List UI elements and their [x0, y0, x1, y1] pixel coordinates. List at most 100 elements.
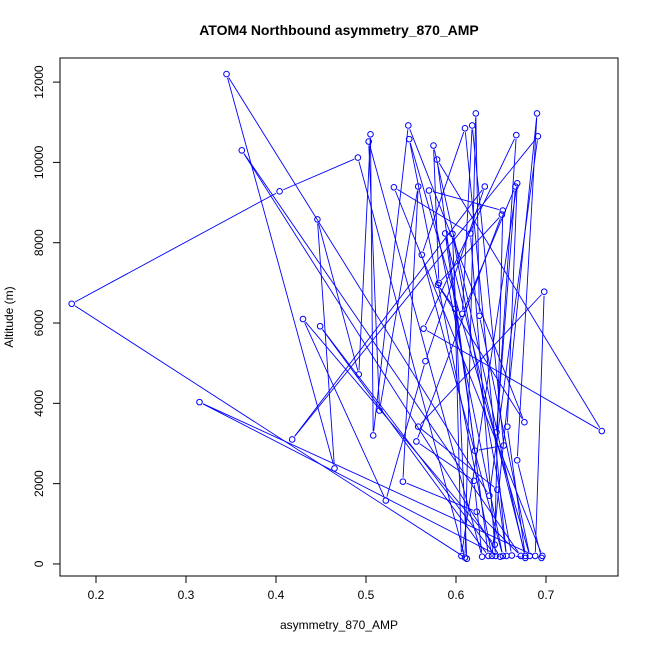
- data-point: [449, 230, 456, 238]
- series-segment: [243, 153, 499, 554]
- data-point: [354, 154, 362, 161]
- series-segment: [462, 129, 473, 310]
- data-point: [418, 251, 426, 259]
- series-segment: [438, 162, 601, 428]
- data-point: [513, 179, 521, 187]
- series-segment: [433, 149, 440, 279]
- series-segment: [386, 364, 425, 497]
- data-point: [422, 357, 429, 365]
- y-tick-label: 12000: [32, 65, 46, 99]
- data-point: [331, 465, 338, 472]
- data-point: [498, 211, 506, 218]
- data-point: [288, 436, 296, 443]
- data-point: [414, 423, 422, 430]
- series-segment: [409, 129, 524, 419]
- series-segment: [475, 117, 480, 312]
- data-point: [355, 371, 363, 378]
- data-point: [598, 427, 606, 435]
- data-point: [433, 156, 441, 163]
- data-point: [451, 305, 459, 313]
- series-segment: [202, 403, 532, 555]
- data-point: [413, 438, 420, 445]
- plot-area: 0.2 0.3 0.4 0.5 0.6 0.7 0 2000 4000 6000 8000 10000…: [32, 57, 619, 602]
- data-point: [517, 552, 525, 560]
- data-point: [491, 541, 499, 548]
- series-segment: [472, 129, 504, 442]
- series-segment: [422, 258, 503, 553]
- x-axis-label: asymmetry_870_AMP: [280, 618, 398, 632]
- series-segment: [228, 77, 488, 493]
- data-point: [531, 552, 539, 560]
- series-segment: [369, 145, 482, 553]
- series-segment: [283, 158, 355, 191]
- series-segment: [516, 117, 538, 457]
- series-segment: [470, 237, 496, 552]
- x-tick-label: 0.2: [88, 588, 105, 602]
- x-tick-label: 0.3: [178, 588, 195, 602]
- series-segment: [370, 138, 374, 432]
- series-segment: [227, 77, 334, 465]
- series-segment: [304, 322, 385, 498]
- data-point: [476, 312, 483, 320]
- data-point: [494, 486, 501, 493]
- data-point: [376, 407, 383, 414]
- data-point: [459, 310, 466, 318]
- data-point: [486, 492, 493, 499]
- data-point: [540, 288, 548, 296]
- data-point: [223, 70, 230, 78]
- data-point: [405, 135, 413, 143]
- data-point: [534, 133, 542, 140]
- data-point: [367, 130, 374, 138]
- series-segment: [432, 191, 500, 210]
- chart-title: ATOM4 Northbound asymmetry_870_AMP: [199, 22, 479, 38]
- data-point: [478, 553, 486, 561]
- x-tick-label: 0.4: [268, 588, 285, 602]
- data-point: [196, 398, 203, 406]
- series-segment: [429, 194, 503, 553]
- data-point: [481, 183, 489, 190]
- data-point: [458, 552, 465, 560]
- series-segment: [452, 237, 512, 552]
- y-axis-label: Altitude (m): [2, 286, 16, 347]
- series-segment: [478, 445, 500, 451]
- y-tick-label: 0: [32, 560, 46, 567]
- series-segment: [397, 188, 468, 232]
- series-segment: [494, 214, 504, 541]
- series-segment: [373, 129, 409, 432]
- x-tick-label: 0.7: [538, 588, 555, 602]
- data-point: [467, 230, 474, 237]
- data-point: [513, 457, 521, 464]
- series-segment: [358, 138, 371, 371]
- series-segment: [445, 237, 525, 553]
- data-point: [470, 477, 478, 485]
- series-segment: [489, 140, 538, 492]
- y-tick-label: 10000: [32, 145, 46, 179]
- data-point: [238, 147, 246, 154]
- data-point: [500, 442, 508, 449]
- data-point: [508, 552, 516, 559]
- data-point: [405, 122, 412, 129]
- data-point: [485, 552, 492, 560]
- data-point: [499, 207, 507, 214]
- series-segment: [322, 329, 494, 554]
- data-point: [434, 281, 442, 289]
- data-point: [503, 552, 510, 560]
- x-tick-label: 0.6: [448, 588, 465, 602]
- data-point: [461, 554, 469, 561]
- y-tick-label: 2000: [32, 470, 46, 497]
- data-point: [314, 216, 321, 223]
- series-segment: [317, 223, 359, 371]
- series-segment: [243, 153, 519, 553]
- y-tick-label: 8000: [32, 229, 46, 256]
- series-segment: [419, 443, 471, 479]
- series-segment: [454, 312, 462, 552]
- data-point: [399, 478, 407, 485]
- series-segment: [497, 493, 507, 553]
- series-segment: [294, 189, 483, 437]
- series-segment: [420, 294, 542, 425]
- data-point: [365, 138, 373, 145]
- y-tick-label: 6000: [32, 309, 46, 336]
- series-segment: [317, 223, 335, 465]
- data-point: [488, 552, 496, 560]
- data-point: [441, 230, 449, 237]
